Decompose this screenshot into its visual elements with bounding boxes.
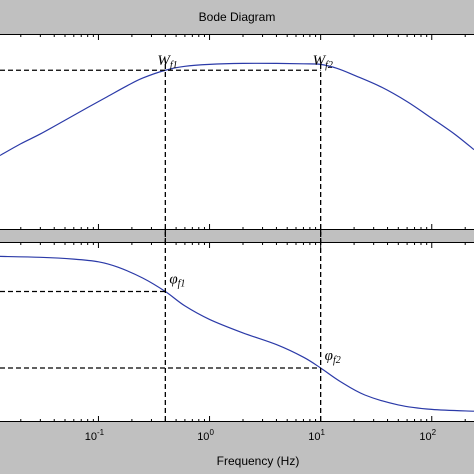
x-tick-label: 102 [419,428,436,443]
phase-panel [0,242,474,422]
chart-title: Bode Diagram [198,10,276,24]
phase-curve [0,255,474,412]
magnitude-curve [0,62,474,157]
x-axis-label: Frequency (Hz) [217,454,300,468]
phase-marker-label: φf2 [325,348,341,366]
x-tick-label: 100 [197,428,214,443]
magnitude-panel [0,34,474,230]
x-tick-label: 101 [308,428,325,443]
x-tick-label: 10-1 [85,428,105,443]
phase-marker-label: φf1 [169,272,185,290]
marker-label: Wf1 [157,53,177,71]
marker-label: Wf2 [313,53,333,71]
